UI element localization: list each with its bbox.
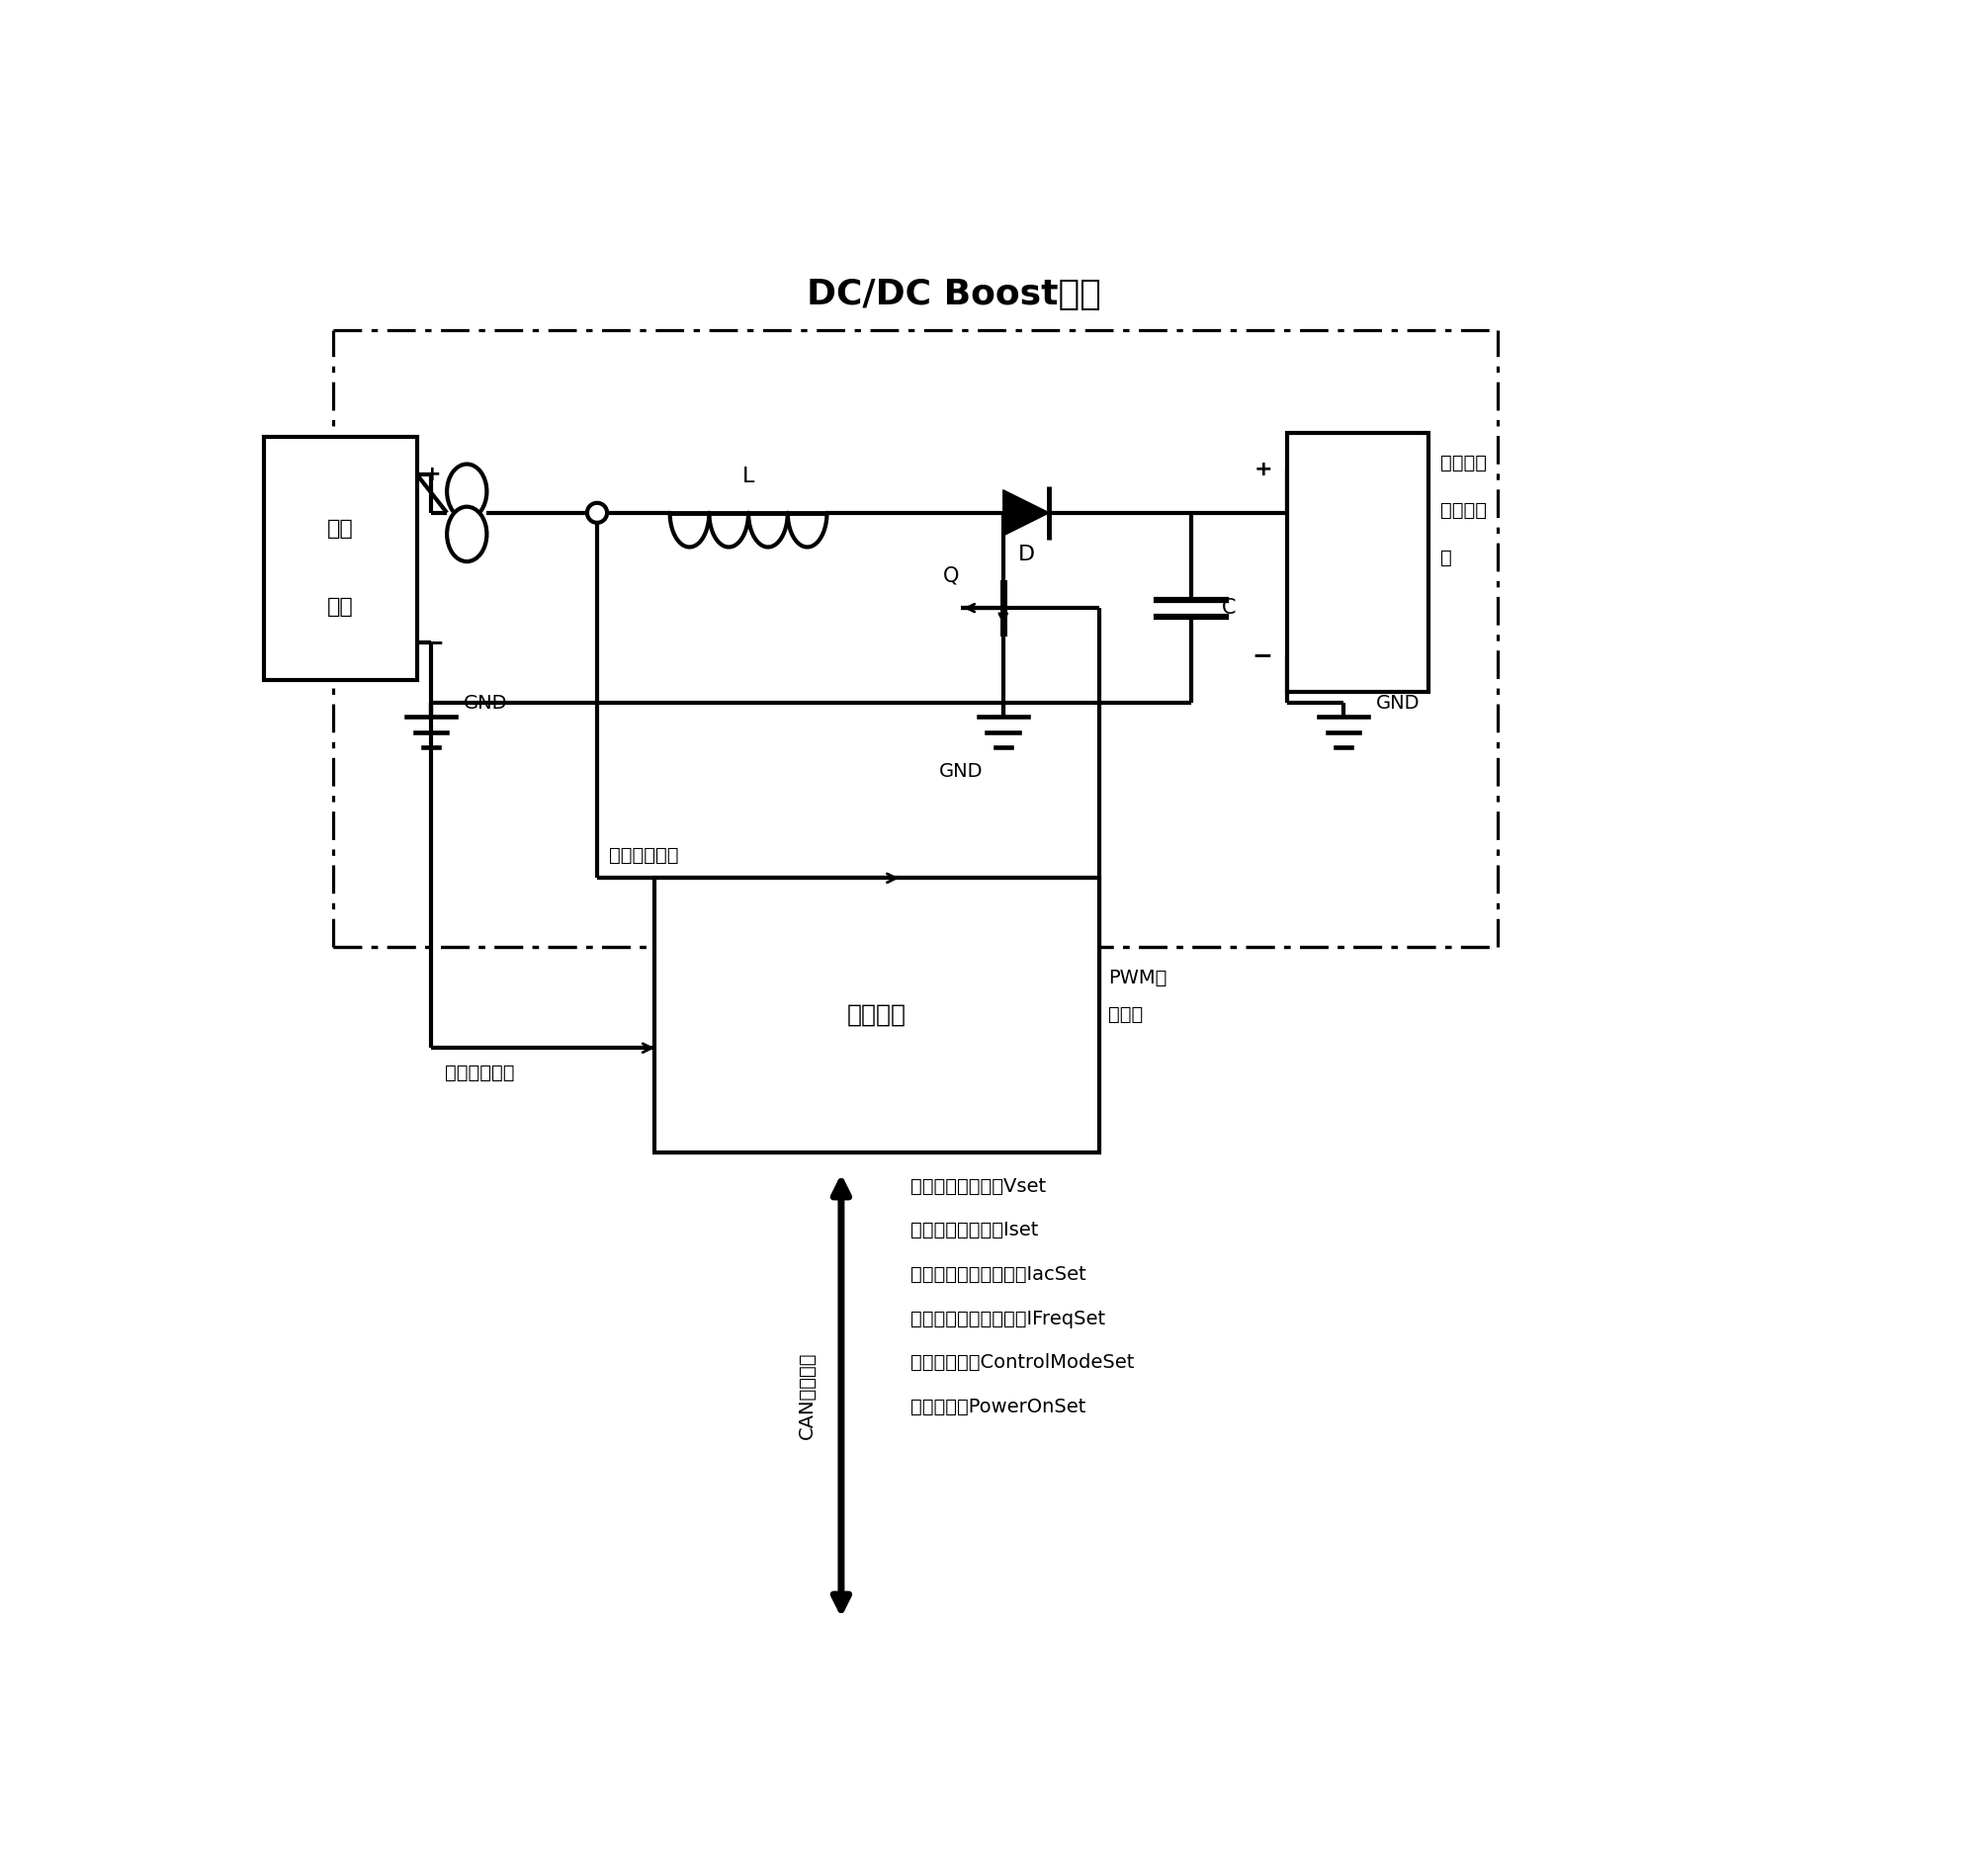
- Text: +: +: [423, 465, 441, 484]
- Polygon shape: [1004, 490, 1050, 537]
- Text: GND: GND: [1376, 694, 1419, 713]
- Text: +: +: [1254, 460, 1272, 478]
- Text: 开关机指令PowerOnSet: 开关机指令PowerOnSet: [911, 1398, 1085, 1416]
- Text: PWM控: PWM控: [1107, 968, 1167, 989]
- Text: 输入电流采样: 输入电流采样: [608, 846, 678, 865]
- Text: L: L: [742, 467, 755, 486]
- Text: 控制模块: 控制模块: [847, 1004, 907, 1026]
- Text: −: −: [1252, 643, 1272, 668]
- Text: CAN通道交互: CAN通道交互: [797, 1353, 817, 1439]
- Text: 输入电压采样: 输入电压采样: [445, 1064, 515, 1082]
- Text: GND: GND: [938, 762, 982, 780]
- Bar: [1286, 433, 1427, 692]
- Bar: [264, 437, 417, 681]
- Text: 目标电压设定指令Vset: 目标电压设定指令Vset: [911, 1176, 1046, 1195]
- Text: 载: 载: [1439, 548, 1451, 567]
- Text: GND: GND: [463, 694, 507, 713]
- Text: 及其他负: 及其他负: [1439, 501, 1487, 520]
- Text: 目标电流设定指令Iset: 目标电流设定指令Iset: [911, 1221, 1038, 1240]
- Text: 制信号: 制信号: [1107, 1006, 1143, 1024]
- Text: D: D: [1018, 544, 1034, 565]
- Text: DC/DC Boost电路: DC/DC Boost电路: [807, 278, 1101, 311]
- Ellipse shape: [447, 463, 487, 520]
- Bar: [654, 878, 1099, 1152]
- Text: 谐波电流频率控制指令IFreqSet: 谐波电流频率控制指令IFreqSet: [911, 1309, 1105, 1328]
- Text: 燃料: 燃料: [328, 520, 354, 538]
- Text: 动力电池: 动力电池: [1439, 454, 1487, 473]
- Ellipse shape: [447, 507, 487, 561]
- Text: 谐波电流幅値设定指令IacSet: 谐波电流幅値设定指令IacSet: [911, 1264, 1085, 1283]
- Text: 电池: 电池: [328, 597, 354, 617]
- Text: C: C: [1221, 598, 1237, 617]
- Text: 控制模式指令ControlModeSet: 控制模式指令ControlModeSet: [911, 1354, 1133, 1373]
- Text: Q: Q: [942, 567, 958, 585]
- Text: −: −: [423, 630, 443, 655]
